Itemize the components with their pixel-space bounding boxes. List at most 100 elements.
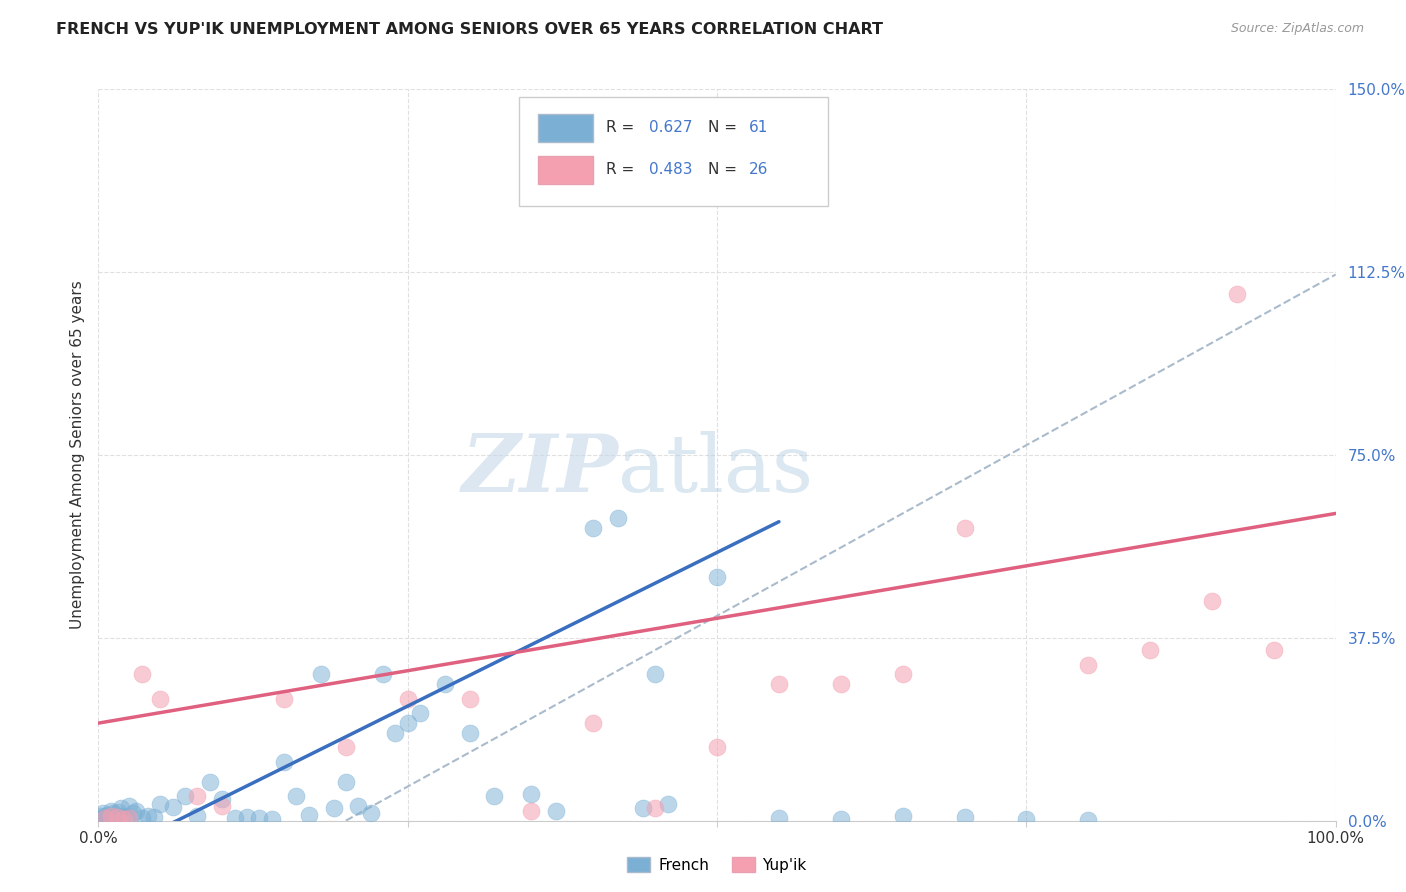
- Point: [706, 740, 728, 755]
- Text: 0.483: 0.483: [650, 162, 693, 178]
- Point: [1077, 813, 1099, 827]
- Point: [100, 804, 122, 818]
- Text: R =: R =: [606, 120, 638, 136]
- FancyBboxPatch shape: [519, 96, 828, 206]
- Point: [360, 806, 382, 821]
- Point: [484, 789, 506, 804]
- Point: [768, 677, 790, 691]
- Point: [104, 811, 127, 825]
- Point: [396, 691, 419, 706]
- Text: 26: 26: [749, 162, 769, 178]
- Point: [112, 809, 135, 823]
- Point: [198, 774, 221, 789]
- FancyBboxPatch shape: [537, 156, 593, 184]
- Point: [186, 809, 208, 823]
- Point: [149, 691, 172, 706]
- Point: [93, 810, 115, 824]
- Point: [335, 740, 357, 755]
- Point: [162, 800, 184, 814]
- Point: [335, 774, 357, 789]
- Point: [384, 726, 406, 740]
- Point: [520, 787, 543, 801]
- Point: [211, 799, 233, 814]
- Point: [458, 691, 481, 706]
- Point: [891, 809, 914, 823]
- Point: [644, 667, 666, 681]
- Point: [830, 677, 852, 691]
- Point: [107, 805, 129, 819]
- Point: [607, 511, 630, 525]
- Point: [1015, 812, 1038, 826]
- Point: [953, 521, 976, 535]
- Point: [131, 667, 153, 681]
- Point: [100, 809, 122, 823]
- Point: [118, 811, 141, 825]
- Point: [322, 801, 344, 815]
- Text: N =: N =: [709, 120, 742, 136]
- Text: atlas: atlas: [619, 431, 813, 508]
- Point: [631, 801, 654, 815]
- Point: [273, 755, 295, 769]
- Point: [891, 667, 914, 681]
- Point: [260, 812, 283, 826]
- Point: [98, 812, 121, 826]
- Point: [103, 806, 125, 821]
- Point: [1201, 594, 1223, 608]
- Legend: French, Yup'ik: French, Yup'ik: [621, 851, 813, 879]
- Text: R =: R =: [606, 162, 638, 178]
- Text: FRENCH VS YUP'IK UNEMPLOYMENT AMONG SENIORS OVER 65 YEARS CORRELATION CHART: FRENCH VS YUP'IK UNEMPLOYMENT AMONG SENI…: [56, 22, 883, 37]
- Point: [122, 806, 145, 821]
- Point: [298, 807, 321, 822]
- Point: [830, 812, 852, 826]
- Point: [1263, 643, 1285, 657]
- Point: [97, 810, 120, 824]
- Point: [90, 809, 112, 823]
- Text: 61: 61: [749, 120, 769, 136]
- Point: [136, 809, 159, 823]
- Point: [273, 691, 295, 706]
- Point: [657, 797, 679, 811]
- Point: [211, 791, 233, 805]
- Point: [458, 726, 481, 740]
- Point: [224, 811, 246, 825]
- Text: ZIP: ZIP: [461, 431, 619, 508]
- Point: [371, 667, 394, 681]
- Point: [143, 810, 166, 824]
- Point: [309, 667, 332, 681]
- Text: N =: N =: [709, 162, 742, 178]
- Point: [105, 810, 128, 824]
- Point: [94, 811, 117, 825]
- Point: [953, 810, 976, 824]
- Point: [347, 799, 370, 814]
- Point: [112, 812, 135, 826]
- Point: [1077, 657, 1099, 672]
- Point: [236, 810, 259, 824]
- Point: [186, 789, 208, 804]
- Point: [149, 797, 172, 811]
- Y-axis label: Unemployment Among Seniors over 65 years: Unemployment Among Seniors over 65 years: [69, 281, 84, 629]
- Point: [131, 811, 153, 825]
- Point: [285, 789, 308, 804]
- Point: [1139, 643, 1161, 657]
- Point: [247, 811, 270, 825]
- Point: [546, 804, 568, 818]
- Point: [110, 801, 132, 815]
- Point: [1226, 287, 1249, 301]
- Point: [124, 804, 146, 818]
- Point: [93, 806, 115, 821]
- Point: [644, 801, 666, 815]
- Point: [89, 811, 111, 825]
- Point: [706, 570, 728, 584]
- Point: [409, 706, 432, 721]
- Point: [433, 677, 456, 691]
- Point: [582, 716, 605, 731]
- Point: [118, 799, 141, 814]
- Text: 0.627: 0.627: [650, 120, 693, 136]
- Point: [96, 807, 118, 822]
- Point: [582, 521, 605, 535]
- Point: [93, 811, 115, 825]
- Point: [114, 810, 136, 824]
- Point: [396, 716, 419, 731]
- FancyBboxPatch shape: [537, 114, 593, 142]
- Point: [174, 789, 197, 804]
